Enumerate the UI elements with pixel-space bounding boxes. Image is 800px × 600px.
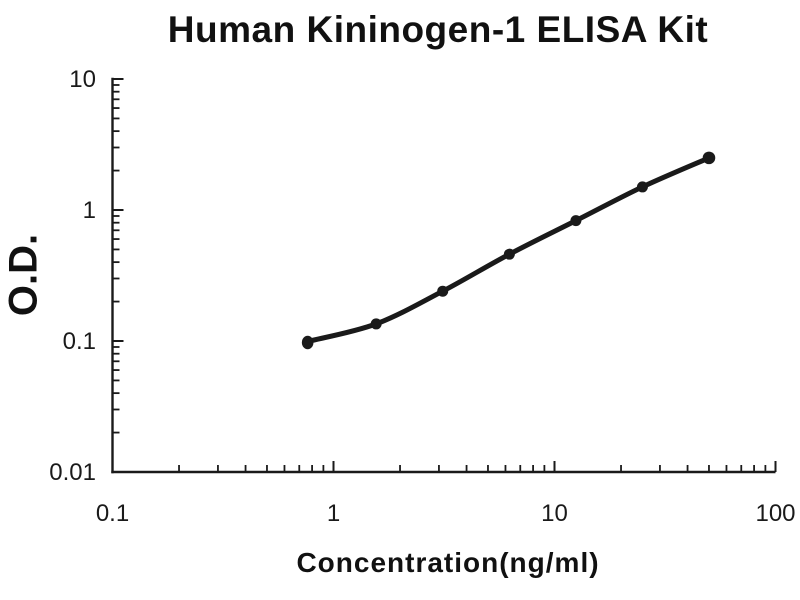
data-point-marker [636,181,648,193]
x-tick-label: 1 [327,500,340,527]
data-point-marker [370,318,382,330]
y-tick-label: 0.01 [49,459,96,486]
chart-title: Human Kininogen-1 ELISA Kit [167,9,709,50]
x-tick-label: 10 [541,500,568,527]
data-point-marker [437,285,449,297]
data-point-marker [702,151,716,165]
x-tick-label: 100 [755,500,795,527]
data-point-marker [570,215,582,227]
y-tick-label: 1 [83,197,96,224]
y-tick-label: 10 [69,66,96,93]
y-tick-label: 0.1 [63,328,96,355]
x-tick-label: 0.1 [96,500,129,527]
data-point-marker [301,335,314,350]
x-axis-title: Concentration(ng/ml) [296,547,600,578]
data-point-marker [503,248,515,260]
